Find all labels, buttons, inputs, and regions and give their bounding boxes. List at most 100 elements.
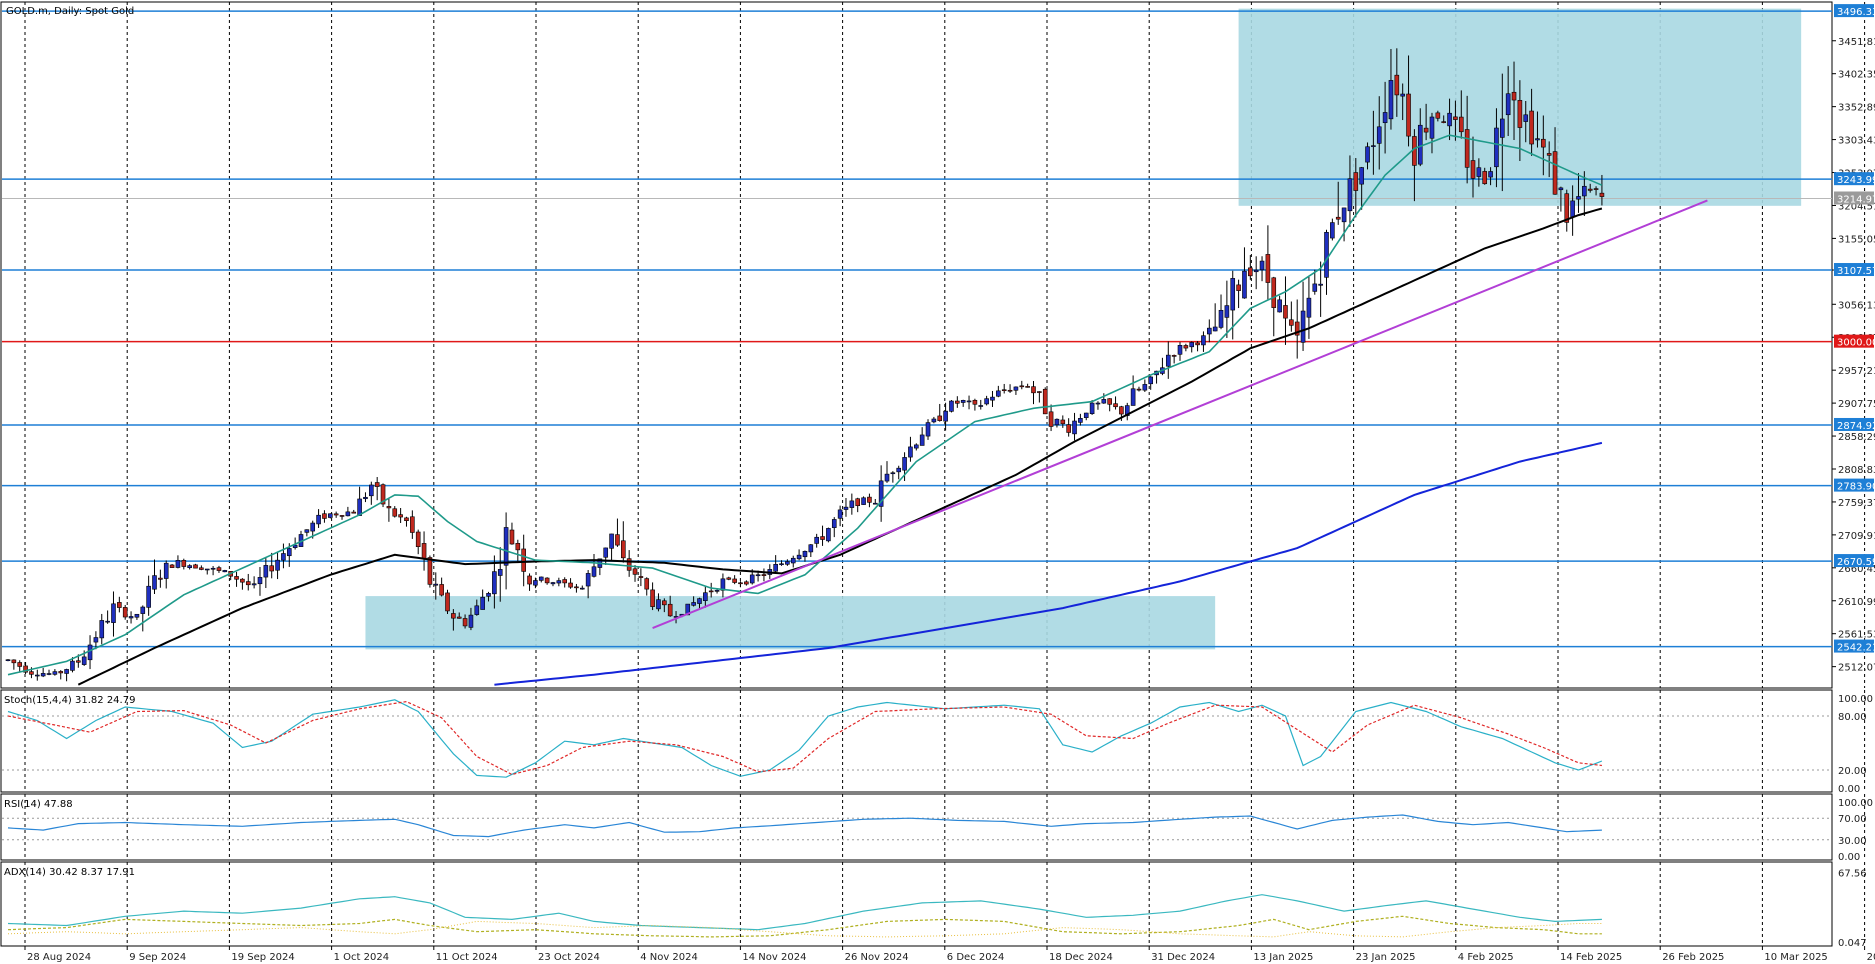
candle-bull	[1054, 418, 1060, 426]
candle-bear	[1037, 391, 1042, 393]
price-tick-label: 3056.13	[1838, 300, 1875, 311]
stochastic-signal-line	[7, 700, 1602, 776]
adx-pane-frame	[0, 861, 1833, 947]
candle-bull	[990, 396, 995, 401]
time-tick-label: 20 Mar 2025	[1867, 952, 1875, 963]
price-tick-label: 3451.81	[1838, 37, 1875, 48]
candle-bull	[609, 533, 614, 549]
candle-bull	[64, 669, 69, 674]
price-tick-label: 2709.91	[1838, 531, 1875, 542]
candle-bear	[181, 560, 187, 567]
candle-bull	[1488, 171, 1493, 178]
candle-bull	[1089, 402, 1095, 415]
candle-bear	[76, 660, 81, 663]
candle-bull	[1306, 297, 1312, 318]
candle-bear	[708, 590, 714, 593]
candle-bull	[163, 562, 169, 579]
candle-bull	[1224, 305, 1230, 318]
candle-bull	[292, 544, 298, 548]
candle-bear	[544, 577, 550, 584]
candle-bull	[1318, 283, 1323, 286]
candle-bear	[1412, 136, 1417, 166]
price-level-tag-label: 2874.92	[1837, 421, 1875, 432]
price-level-tag	[1834, 4, 1874, 18]
candle-bear	[374, 482, 380, 487]
candle-bull	[919, 434, 925, 446]
candle-bull	[861, 497, 866, 505]
candle-bull	[492, 571, 497, 595]
price-level-tag-label: 2670.59	[1837, 557, 1875, 568]
adx-pane[interactable]: 67.56 0.047 ADX(14) 30.42 8.37 17.91	[0, 861, 1875, 949]
candle-bear	[972, 399, 978, 405]
price-tick-label: 3352.89	[1838, 103, 1875, 114]
candle-bull	[134, 613, 140, 618]
candle-bear	[427, 557, 433, 585]
candle-bull	[837, 509, 843, 519]
candle-bear	[1593, 188, 1599, 190]
candle-bear	[158, 577, 163, 580]
candle-bull	[1494, 127, 1499, 168]
candle-bull	[1429, 116, 1435, 139]
price-tick-label: 2561.53	[1838, 630, 1875, 641]
price-pane[interactable]: 3451.813402.353352.893303.433253.973204.…	[0, 1, 1875, 689]
candle-bear	[726, 577, 732, 580]
candle-bear	[1195, 342, 1200, 346]
price-tick-label: 2957.21	[1838, 366, 1875, 377]
price-tick-label: 2858.29	[1838, 432, 1875, 443]
candle-bull	[52, 671, 58, 675]
stochastic-pane[interactable]: 100.00 80.00 20.00 0.00 Stoch(15,4,4) 31.82…	[0, 689, 1875, 795]
candle-bear	[1435, 112, 1441, 119]
price-tick-label: 2610.99	[1838, 597, 1875, 608]
candle-bear	[937, 415, 943, 421]
candle-bull	[263, 565, 269, 578]
time-tick-label: 26 Feb 2025	[1662, 952, 1724, 963]
candle-bear	[1136, 388, 1142, 391]
time-tick-label: 10 Mar 2025	[1764, 952, 1827, 963]
candle-bear	[1019, 385, 1025, 388]
candle-bear	[1464, 129, 1470, 168]
time-tick-label: 9 Sep 2024	[129, 952, 186, 963]
candle-bear	[351, 511, 357, 514]
rsi-pane-frame	[0, 793, 1833, 861]
rsi-pane[interactable]: 100.00 70.00 30.00 0.00 RSI(14) 47.88	[0, 793, 1875, 863]
time-tick-label: 13 Jan 2025	[1253, 952, 1313, 963]
trendline[interactable]	[652, 199, 1708, 629]
candle-bear	[117, 602, 122, 608]
indicator-tick-label: 0.00	[1838, 784, 1860, 795]
candle-bear	[1482, 171, 1488, 185]
candle-bear	[269, 565, 275, 572]
candle-bull	[433, 583, 439, 586]
candle-bear	[515, 543, 521, 551]
time-tick-label: 23 Jan 2025	[1356, 952, 1416, 963]
candle-bear	[1183, 345, 1189, 349]
time-axis[interactable]: 28 Aug 2024 9 Sep 2024 19 Sep 2024 1 Oct 20…	[24, 946, 1875, 963]
time-tick-label: 4 Nov 2024	[640, 952, 698, 963]
candle-bear	[1294, 321, 1300, 336]
candle-bull	[1476, 167, 1482, 177]
candle-bull	[849, 500, 855, 508]
candle-bull	[70, 660, 75, 671]
candle-bull	[556, 580, 562, 584]
candle-bear	[1289, 319, 1294, 326]
indicator-tick-label: 80.00	[1838, 712, 1867, 723]
indicator-tick-label: 100.00	[1838, 694, 1873, 705]
candle-bear	[1236, 284, 1241, 291]
candle-bear	[521, 548, 526, 572]
candle-bull	[1447, 112, 1452, 127]
candle-bull	[1535, 138, 1540, 141]
candle-bear	[1107, 398, 1112, 405]
time-tick-label: 23 Oct 2024	[538, 952, 600, 963]
candle-bull	[46, 673, 52, 675]
candle-bull	[204, 568, 210, 571]
candle-bull	[779, 563, 784, 566]
indicator-tick-label: 100.00	[1838, 798, 1873, 809]
candle-bull	[872, 502, 878, 505]
indicator-tick-label: 30.00	[1838, 836, 1867, 847]
candle-bull	[34, 674, 40, 677]
candle-bear	[662, 600, 667, 606]
candle-bear	[456, 616, 462, 619]
candle-bull	[931, 418, 937, 423]
candle-bull	[785, 561, 790, 565]
candle-bear	[199, 567, 204, 570]
